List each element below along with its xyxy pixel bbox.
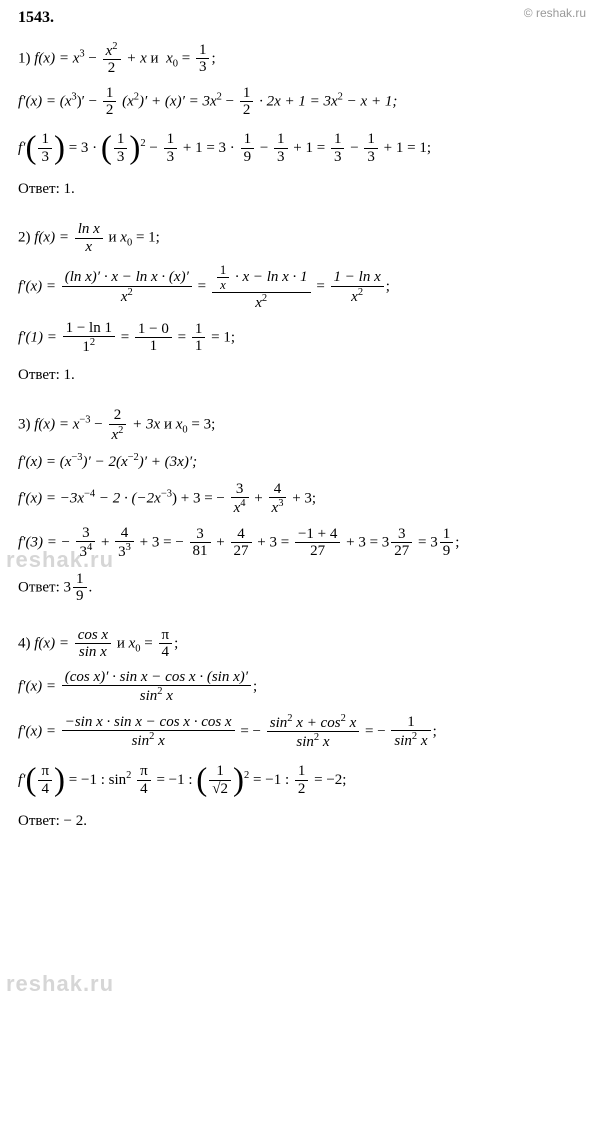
p1-line3: f′(13) = 3 · (13)2 − 13 + 1 = 3 · 19 − 1… <box>18 127 584 170</box>
p3-line1: 3) f(x) = x−3 − 2x2 + 3x и x0 = 3; <box>18 407 584 443</box>
p4-line1: 4) f(x) = cos xsin x и x0 = π4; <box>18 627 584 661</box>
p4-line2: f′(x) = (cos x)′ · sin x − cos x · (sin … <box>18 669 584 705</box>
p2-line3: f′(1) = 1 − ln 112 = 1 − 01 = 11 = 1; <box>18 320 584 356</box>
p4-line4: f′(π4) = −1 : sin2 π4 = −1 : (1√2)2 = −1… <box>18 759 584 802</box>
p3-line2: f′(x) = (x−3)′ − 2(x−2)′ + (3x)′; <box>18 451 584 473</box>
p4-answer: Ответ: − 2. <box>18 812 584 832</box>
p1-line2: f′(x) = (x3)′ − 12 (x2)′ + (x)′ = 3x2 − … <box>18 85 584 119</box>
p4-line3: f′(x) = −sin x · sin x − cos x · cos xsi… <box>18 713 584 751</box>
p2-line2: f′(x) = (ln x)′ · x − ln x · (x)′x2 = 1x… <box>18 263 584 312</box>
p1-answer: Ответ: 1. <box>18 180 584 200</box>
problem-4: 4) f(x) = cos xsin x и x0 = π4; f′(x) = … <box>18 627 584 831</box>
p2-line1: 2) f(x) = ln xx и x0 = 1; <box>18 221 584 255</box>
p3-answer: Ответ: 319. <box>18 571 584 605</box>
problem-2: 2) f(x) = ln xx и x0 = 1; f′(x) = (ln x)… <box>18 221 584 385</box>
p2-answer: Ответ: 1. <box>18 366 584 386</box>
problem-1: 1) f(x) = x3 − x22 + x и x0 = 13; f′(x) … <box>18 41 584 199</box>
p1-line1: 1) f(x) = x3 − x22 + x и x0 = 13; <box>18 41 584 77</box>
p3-line3: f′(x) = −3x−4 − 2 · (−2x−3) + 3 = − 3x4 … <box>18 481 584 517</box>
problem-number: 1543. <box>18 8 584 29</box>
p3-line4: f′(3) = − 334 + 433 + 3 = − 381 + 427 + … <box>18 525 584 561</box>
watermark: reshak.ru <box>6 970 114 999</box>
problem-3: 3) f(x) = x−3 − 2x2 + 3x и x0 = 3; f′(x)… <box>18 407 584 605</box>
